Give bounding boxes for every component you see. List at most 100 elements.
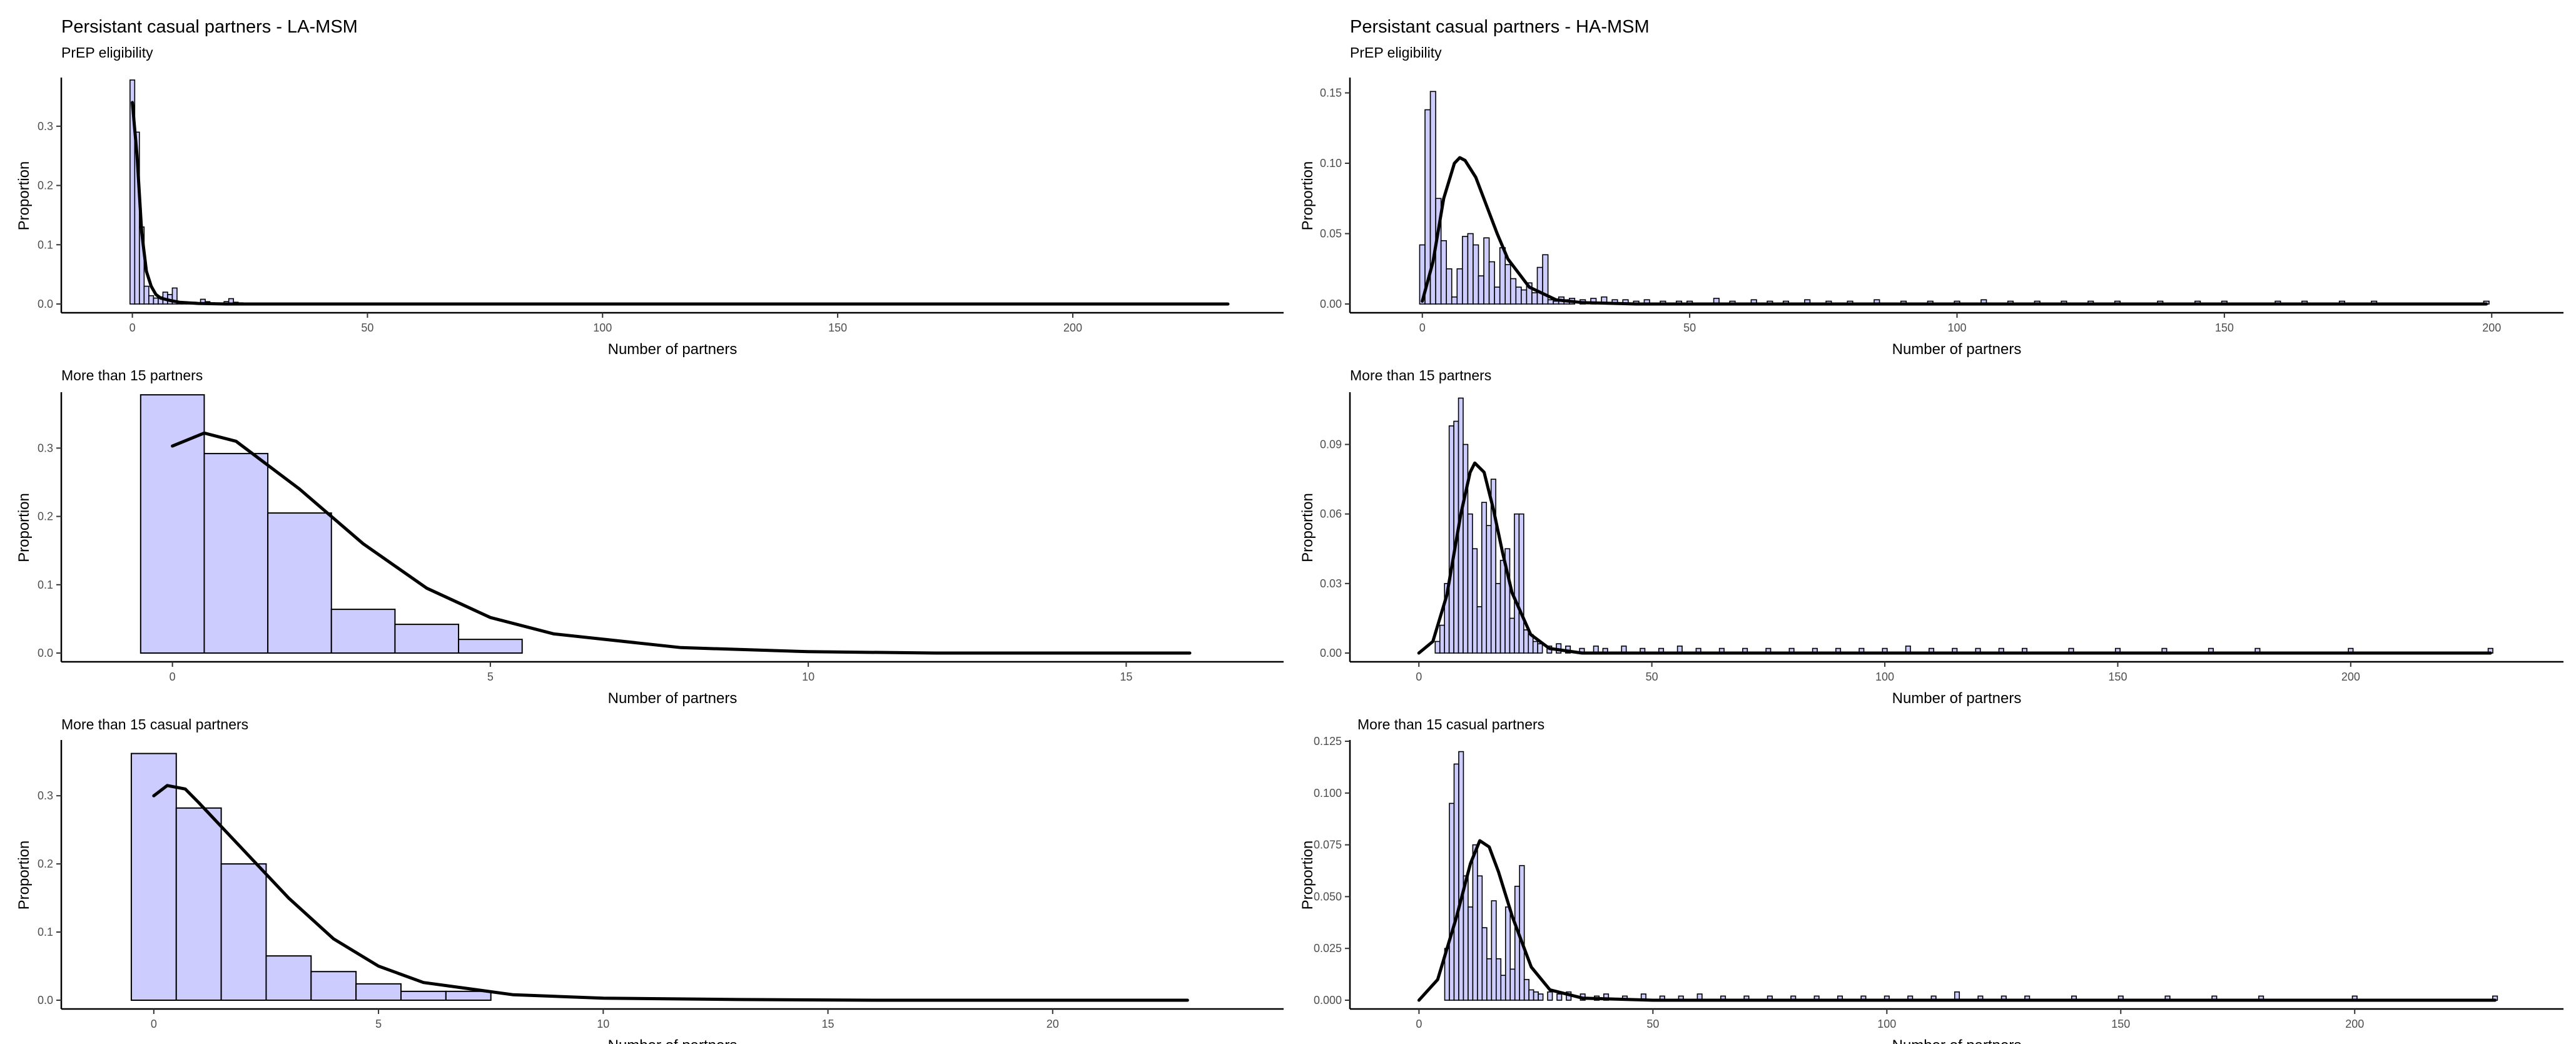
histogram-bar [1468,906,1474,1001]
histogram-bar [1439,624,1446,654]
x-axis-label: Number of partners [1892,341,2022,358]
histogram-bar [1547,991,1553,1001]
y-tick-label: 0.0 [38,298,53,310]
y-tick-label: 0.10 [1320,157,1342,170]
histogram-bar [1509,278,1517,305]
histogram-bar [458,639,523,654]
x-tick-label: 15 [822,1018,834,1030]
y-tick-label: 0.000 [1314,994,1342,1006]
histogram-bar [1476,606,1483,654]
histogram-bar [1518,513,1524,654]
x-tick-label: 5 [375,1018,382,1030]
histogram-bar [1463,443,1469,654]
y-tick-label: 0.2 [38,180,53,192]
density-curve [131,101,1230,306]
x-tick-label: 100 [1877,1018,1896,1030]
histogram-bar [1509,617,1515,654]
histogram-bar [1514,886,1520,1001]
histogram-bar [1472,548,1478,654]
x-tick-label: 200 [2482,322,2501,334]
y-axis-label: Proportion [1299,161,1316,231]
y-tick-label: 0.03 [1320,577,1342,590]
chart-subtitle: More than 15 casual partners [61,716,248,732]
histogram-bar [1531,292,1538,305]
histogram-bar [1519,864,1525,1001]
x-tick-label: 10 [802,671,814,683]
y-tick-label: 0.09 [1320,438,1342,451]
y-tick-label: 0.2 [38,510,53,523]
y-axis-label: Proportion [16,161,33,231]
x-tick-label: 150 [828,322,847,334]
histogram-bar [355,983,402,1001]
histogram-bar [1523,629,1529,654]
x-tick-label: 100 [1947,322,1966,334]
histogram-bar [1453,763,1459,1001]
y-tick-label: 0.075 [1314,839,1342,851]
x-tick-label: 50 [1646,1018,1659,1030]
histogram-bar [1481,502,1488,654]
histogram-bar [1486,525,1492,654]
histogram-bar [400,990,447,1001]
histogram-bar [1515,286,1522,305]
histogram-bar [1477,875,1483,1001]
histogram-bar [1509,968,1516,1001]
histogram-bar [1504,906,1511,1001]
histogram-bar [175,807,222,1001]
x-tick-label: 5 [487,671,494,683]
chart-panel-5: More than 15 casual partners 0 5 10 15 20 0.0 0… [16,716,1284,1044]
chart-panel-4: More than 15 partners 0 50 100 150 200 0.00 0.0… [1299,367,2563,707]
histogram-bar [1521,289,1528,305]
y-tick-label: 0.15 [1320,87,1342,99]
y-tick-label: 0.06 [1320,508,1342,520]
histogram-bar [1532,641,1538,654]
histogram-bar [220,863,267,1001]
histogram-bar [1490,479,1496,654]
x-tick-label: 0 [1416,671,1422,683]
y-tick-label: 0.0 [38,647,53,659]
histogram-bar [1537,643,1543,654]
x-tick-label: 200 [2341,671,2360,683]
x-axis-label: Number of partners [1892,690,2022,707]
histogram-bar [1494,286,1501,305]
x-tick-label: 100 [593,322,612,334]
density-curve [1417,839,2497,1002]
y-tick-label: 0.1 [38,238,53,251]
chart-subtitle: More than 15 partners [61,367,203,383]
y-tick-label: 0.3 [38,789,53,802]
y-tick-label: 0.100 [1314,787,1342,799]
histogram-bar [1467,233,1474,305]
histogram-bar [1478,275,1484,305]
histogram-bar [1449,803,1455,1001]
y-tick-label: 0.3 [38,442,53,454]
x-tick-label: 100 [1875,671,1894,683]
chart-subtitle: PrEP eligibility [1350,44,1442,61]
x-tick-label: 150 [2111,1018,2130,1030]
y-tick-label: 0.05 [1320,228,1342,240]
histogram-bar [1547,299,1554,305]
histogram-bar [1473,244,1479,305]
histogram-bar [1504,264,1511,305]
histogram-bar [1491,900,1497,1001]
histogram-bar [330,609,396,654]
x-tick-label: 50 [1646,671,1658,683]
x-tick-label: 0 [1416,1018,1422,1030]
chart-panel-2: Persistant casual partners - HA-MSM PrEP … [1299,17,2563,358]
histogram-bar [1458,751,1464,1001]
x-axis-label: Number of partners [608,690,738,707]
histogram-bar [1440,240,1448,305]
histogram-bar [1523,979,1529,1001]
histogram-bar [1448,425,1454,654]
x-tick-label: 0 [170,671,176,683]
histogram-bar [1504,548,1511,654]
density-curve [152,784,1189,1002]
histogram-bar [445,990,492,1001]
chart-title: Persistant casual partners - HA-MSM [1350,17,1650,37]
chart-panel-3: More than 15 partners 0 5 10 15 0.0 0.1 0.2 0.3 N… [16,367,1284,707]
y-tick-label: 0.050 [1314,890,1342,903]
x-tick-label: 150 [2215,322,2234,334]
x-tick-label: 50 [1683,322,1696,334]
chart-panel-6: More than 15 casual partners 0 50 100 150 200… [1299,716,2563,1044]
y-tick-label: 0.00 [1320,647,1342,659]
y-axis-label: Proportion [16,493,33,562]
